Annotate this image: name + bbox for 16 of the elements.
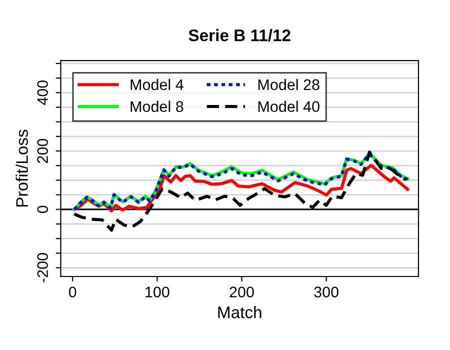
x-axis-title: Match xyxy=(218,306,262,318)
legend-label: Model 40 xyxy=(258,100,320,112)
x-tick-label: 100 xyxy=(146,286,170,298)
legend-label: Model 28 xyxy=(258,78,320,90)
y-tick-label: 400 xyxy=(37,80,48,106)
x-tick-label: 300 xyxy=(314,286,338,298)
chart-title: Serie B 11/12 xyxy=(188,29,290,42)
line-series xyxy=(72,164,410,212)
legend-label: Model 4 xyxy=(130,78,184,90)
y-tick-label: 0 xyxy=(37,206,48,214)
x-tick-label: 0 xyxy=(68,286,76,298)
y-tick-label: -200 xyxy=(37,253,48,282)
x-tick-label: 200 xyxy=(230,286,254,298)
y-axis-title: Profit/Loss xyxy=(16,130,28,207)
legend-label: Model 8 xyxy=(130,100,184,112)
y-tick-label: 200 xyxy=(37,138,48,163)
